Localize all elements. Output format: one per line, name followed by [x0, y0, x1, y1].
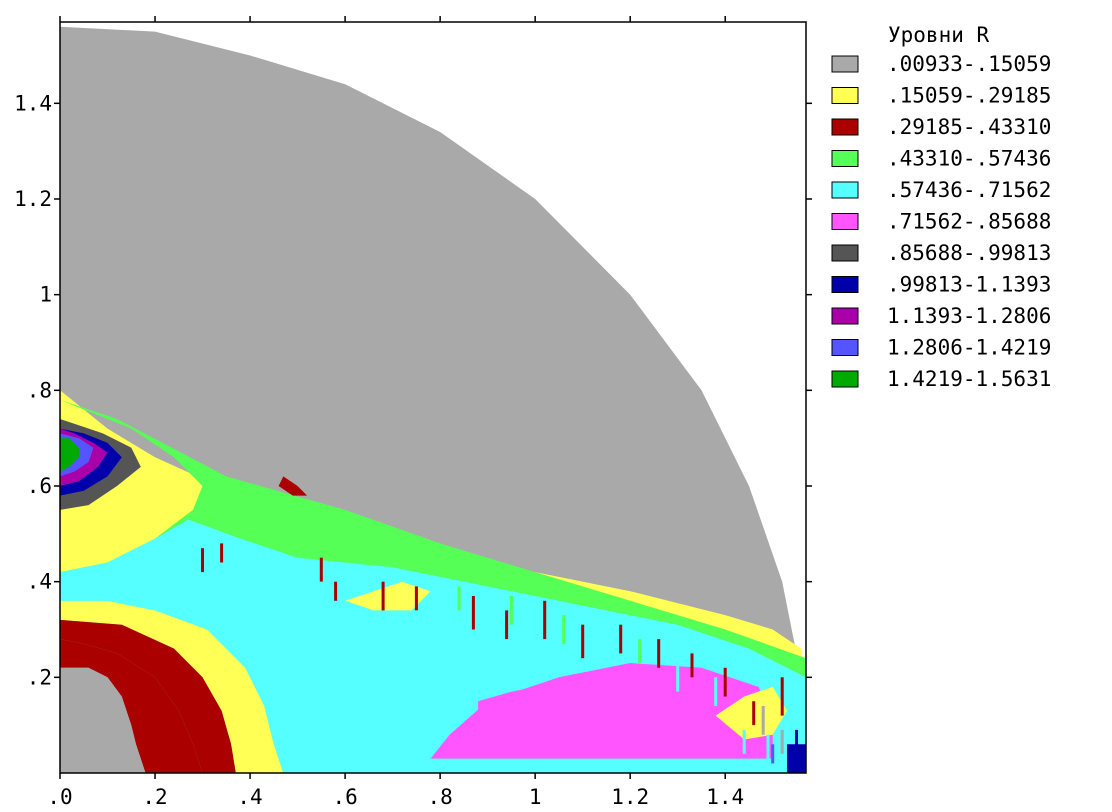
legend-label: .57436-.71562: [887, 178, 1051, 202]
streak-level-3: [690, 653, 694, 678]
streak-level-3: [471, 596, 475, 630]
plot-frame: [59, 21, 807, 774]
y-tick-label: 1.2: [14, 187, 52, 211]
streak-level-4: [509, 596, 513, 625]
streak-level-3: [543, 600, 547, 640]
streak-level-3: [657, 639, 661, 668]
streak-level-3: [220, 543, 224, 563]
region-level-2: [715, 686, 787, 740]
streak-level-4: [562, 615, 566, 644]
streak-level-10: [771, 744, 775, 764]
streak-level-3: [381, 581, 385, 611]
legend-label: .29185-.43310: [887, 115, 1051, 139]
legend-swatch: [831, 339, 859, 356]
streak-level-5: [766, 734, 770, 764]
legend-label: .15059-.29185: [887, 84, 1051, 108]
streak-level-8: [795, 729, 798, 749]
legend-swatch: [831, 213, 859, 230]
region-level-6: [478, 677, 602, 735]
y-tick-label: .8: [27, 378, 52, 402]
region-level-3: [278, 476, 308, 496]
region-level-8: [787, 744, 806, 773]
legend: Уровни R .00933-.15059 .15059-.29185 .2918…: [831, 23, 1051, 391]
x-tick-label: 1.4: [706, 785, 744, 809]
y-tick-label: .6: [27, 474, 52, 498]
x-tick-label: .0: [47, 785, 72, 809]
streak-level-3: [780, 677, 784, 716]
streak-level-3: [619, 624, 623, 654]
streak-level-3: [581, 624, 585, 659]
legend-swatch: [831, 118, 859, 136]
legend-label: .00933-.15059: [887, 52, 1051, 76]
streak-level-3: [752, 701, 756, 726]
legend-swatch: [831, 181, 859, 199]
legend-swatch: [831, 150, 859, 167]
streak-level-5: [714, 677, 718, 706]
legend-swatch: [831, 370, 859, 388]
region-level-6: [430, 663, 773, 759]
legend-label: .85688-.99813: [887, 241, 1051, 265]
region-level-2: [345, 581, 431, 611]
legend-label: .43310-.57436: [887, 147, 1051, 171]
plot-area: [60, 26, 806, 774]
streak-level-1: [780, 729, 784, 754]
region-level-3: [60, 619, 236, 773]
streak-level-1: [761, 706, 765, 735]
legend-label: 1.1393-1.2806: [887, 304, 1051, 328]
legend-label: .71562-.85688: [887, 210, 1051, 234]
x-tick-label: .4: [237, 785, 262, 809]
legend-label: .99813-1.1393: [887, 273, 1051, 297]
legend-swatch: [831, 87, 859, 104]
streak-level-3: [319, 557, 323, 582]
streak-level-4: [638, 639, 642, 663]
legend-swatch: [831, 55, 859, 73]
region-level-1: [60, 667, 146, 773]
streak-level-3: [505, 610, 509, 640]
streak-layer: [201, 543, 798, 764]
y-tick-label: 1: [39, 283, 52, 307]
region-level-11: [60, 438, 79, 472]
region-level-3: [60, 639, 203, 773]
y-tick-label: .2: [27, 665, 52, 689]
x-tick-label: 1: [529, 785, 542, 809]
y-tick-label: 1.4: [14, 91, 52, 115]
streak-level-5: [676, 663, 680, 692]
streak-level-3: [723, 667, 727, 697]
streak-level-5: [742, 729, 746, 754]
streak-level-3: [334, 581, 338, 601]
streak-level-3: [201, 548, 204, 573]
x-tick-label: .6: [332, 785, 357, 809]
legend-label: 1.4219-1.5631: [887, 367, 1051, 391]
x-axis: .0 .2 .4 .6 .8 1 1.2 1.4: [47, 16, 744, 809]
y-axis: .2 .4 .6 .8 1 1.2 1.4: [14, 91, 812, 689]
streak-level-4: [457, 586, 461, 611]
legend-swatch: [831, 244, 859, 262]
x-tick-label: 1.2: [611, 785, 649, 809]
legend-label: 1.2806-1.4219: [887, 336, 1051, 360]
x-tick-label: .8: [427, 785, 452, 809]
legend-title: Уровни R: [888, 23, 990, 47]
x-tick-label: .2: [142, 785, 167, 809]
legend-swatch: [831, 276, 859, 293]
streak-level-3: [414, 586, 418, 611]
legend-swatch: [831, 307, 859, 325]
y-tick-label: .4: [27, 570, 52, 594]
